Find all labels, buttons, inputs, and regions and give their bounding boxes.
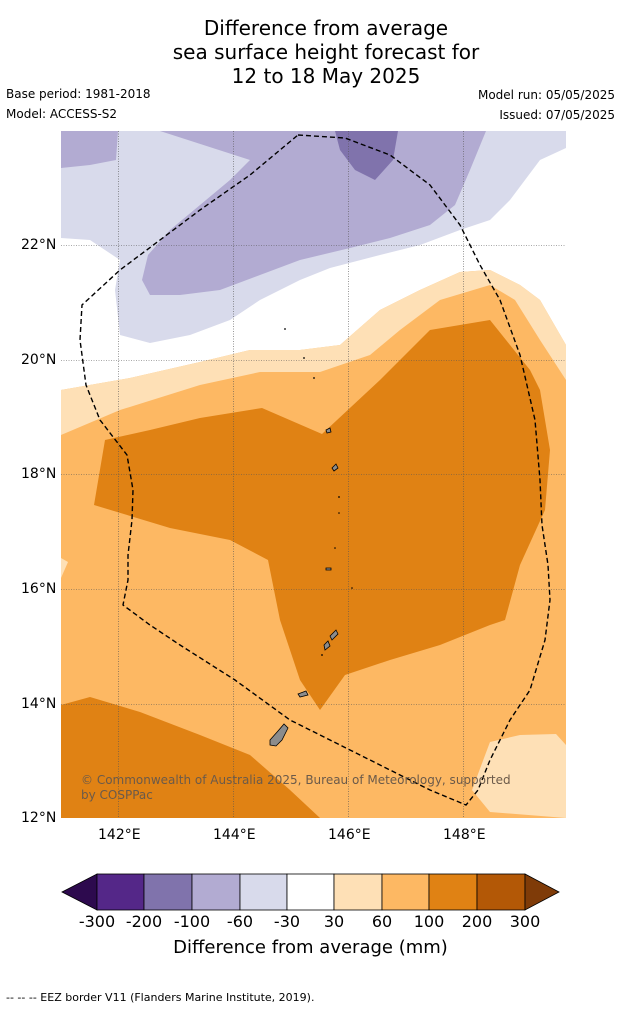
agrihan-island — [331, 463, 339, 472]
anomaly-minus-100-region — [335, 131, 398, 180]
colorbar-bin-minus300 — [96, 873, 145, 911]
colorbar-bin-minus200 — [143, 873, 193, 911]
model-run-label: Model run: 05/05/2025 — [477, 88, 615, 102]
anomaly-0-30-region — [61, 270, 566, 435]
colorbar-label: 60 — [371, 912, 393, 931]
colorbar-bin-100 — [428, 873, 478, 911]
colorbar-bin-60 — [381, 873, 430, 911]
colorbar-label: -300 — [78, 912, 116, 931]
lat-label-16: 16°N — [21, 581, 57, 597]
base-period-label: Base period: 1981-2018 — [6, 87, 151, 101]
colorbar-title: Difference from average (mm) — [173, 937, 448, 958]
title-line-3: 12 to 18 May 2025 — [231, 64, 421, 88]
eez-border-legend: -- -- -- EEZ border V11 (Flanders Marine… — [6, 991, 315, 1004]
anomaly-minus-60-region — [142, 131, 486, 295]
lat-label-22: 22°N — [21, 237, 57, 253]
lon-label-144: 144°E — [213, 827, 256, 843]
islands — [269, 427, 339, 747]
anomaly-100-200-region — [94, 320, 550, 710]
lon-label-146: 146°E — [328, 827, 371, 843]
colorbar-bin-30 — [333, 873, 383, 911]
issued-label: Issued: 07/05/2025 — [499, 108, 615, 122]
colorbar-label: -60 — [226, 912, 254, 931]
map-area — [61, 131, 566, 818]
colorbar — [61, 873, 560, 911]
chart-title: Difference from average sea surface heig… — [0, 16, 621, 88]
copyright-notice: © Commonwealth of Australia 2025, Bureau… — [81, 773, 511, 802]
farallon-island — [325, 427, 332, 434]
lat-label-14: 14°N — [21, 696, 57, 712]
colorbar-label: 200 — [461, 912, 493, 931]
anomaly-100-200-region-south — [61, 697, 320, 818]
colorbar-label: 300 — [509, 912, 541, 931]
anomaly-minus-60-region-west — [61, 131, 118, 168]
colorbar-extend-low — [61, 873, 98, 911]
colorbar-label: -100 — [173, 912, 211, 931]
colorbar-bin-minus100 — [191, 873, 241, 911]
colorbar-extend-high — [524, 873, 560, 911]
graticule — [61, 131, 566, 818]
lat-label-20: 20°N — [21, 352, 57, 368]
anomaly-0-30-region-west — [61, 558, 68, 578]
small-islets — [284, 328, 353, 656]
colorbar-label: -30 — [273, 912, 301, 931]
guam-island — [269, 723, 289, 747]
colorbar-bin-200 — [476, 873, 526, 911]
tinian-island — [323, 640, 331, 651]
anomaly-0-30-region-southeast — [472, 734, 566, 818]
title-line-1: Difference from average — [203, 16, 449, 40]
eez-border — [79, 134, 551, 806]
colorbar-label: 30 — [323, 912, 345, 931]
model-label: Model: ACCESS-S2 — [6, 107, 118, 121]
colorbar-bin-minus30 — [286, 873, 335, 911]
lon-label-148: 148°E — [443, 827, 486, 843]
title-line-2: sea surface height forecast for — [172, 40, 480, 64]
rota-island — [297, 690, 309, 698]
lat-label-12: 12°N — [21, 810, 57, 826]
lon-label-142: 142°E — [98, 827, 141, 843]
lat-label-18: 18°N — [21, 466, 57, 482]
colorbar-label: 100 — [413, 912, 445, 931]
colorbar-label: -200 — [125, 912, 163, 931]
anatahan-island — [325, 567, 332, 571]
colorbar-bin-minus60 — [239, 873, 288, 911]
saipan-island — [329, 629, 339, 641]
